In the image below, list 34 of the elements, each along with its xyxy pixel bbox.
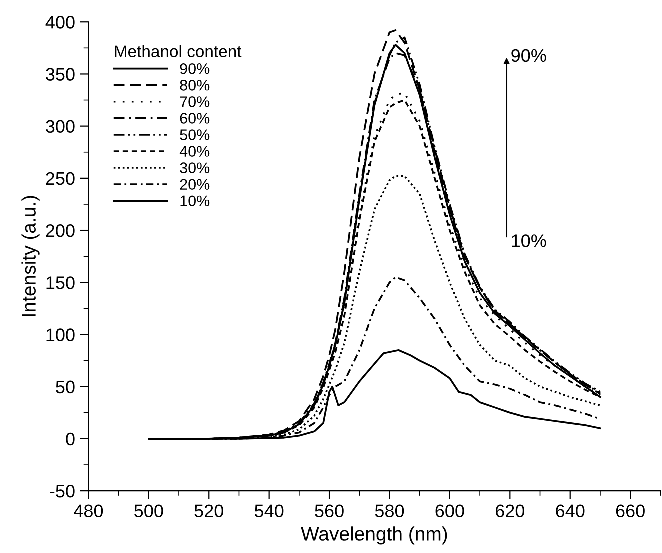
legend-label: 30% — [180, 162, 210, 174]
x-tick-label: 480 — [74, 504, 104, 518]
x-tick-label: 540 — [254, 504, 284, 518]
x-tick-label: 620 — [496, 504, 525, 518]
y-tick-label: 200 — [46, 224, 75, 238]
y-tick-label: 100 — [46, 328, 75, 342]
legend-title: Methanol content — [115, 45, 242, 58]
y-tick-label: 0 — [66, 432, 75, 446]
legend-label: 40% — [180, 146, 210, 157]
y-tick-label: 300 — [46, 120, 75, 134]
legend-label: 20% — [180, 179, 210, 190]
x-tick-label: 580 — [375, 504, 404, 518]
annotation: 90% — [512, 49, 546, 62]
x-tick-label: 660 — [616, 504, 645, 518]
legend-label: 50% — [180, 130, 210, 140]
y-tick-label: 150 — [46, 276, 75, 290]
legend-label: 10% — [180, 196, 210, 207]
x-tick-label: 640 — [556, 504, 585, 518]
x-tick-label: 500 — [134, 504, 164, 518]
x-tick-label: 560 — [315, 504, 344, 518]
y-tick-label: 250 — [46, 172, 75, 186]
x-axis-title: Wavelength (nm) — [301, 526, 448, 545]
x-tick-label: 520 — [194, 504, 224, 518]
annotation: 10% — [512, 234, 546, 248]
legend-label: 60% — [180, 113, 210, 124]
legend-label: 80% — [180, 80, 210, 91]
y-tick-label: 400 — [46, 16, 75, 29]
legend-label: 90% — [180, 63, 210, 74]
y-tick-label: 350 — [46, 68, 75, 81]
y-axis-title: Intensity (a.u.) — [22, 196, 40, 316]
legend-label: 70% — [180, 96, 210, 108]
y-tick-label: 50 — [56, 380, 75, 394]
x-tick-label: 600 — [436, 504, 464, 518]
y-tick-label: -50 — [50, 485, 75, 498]
